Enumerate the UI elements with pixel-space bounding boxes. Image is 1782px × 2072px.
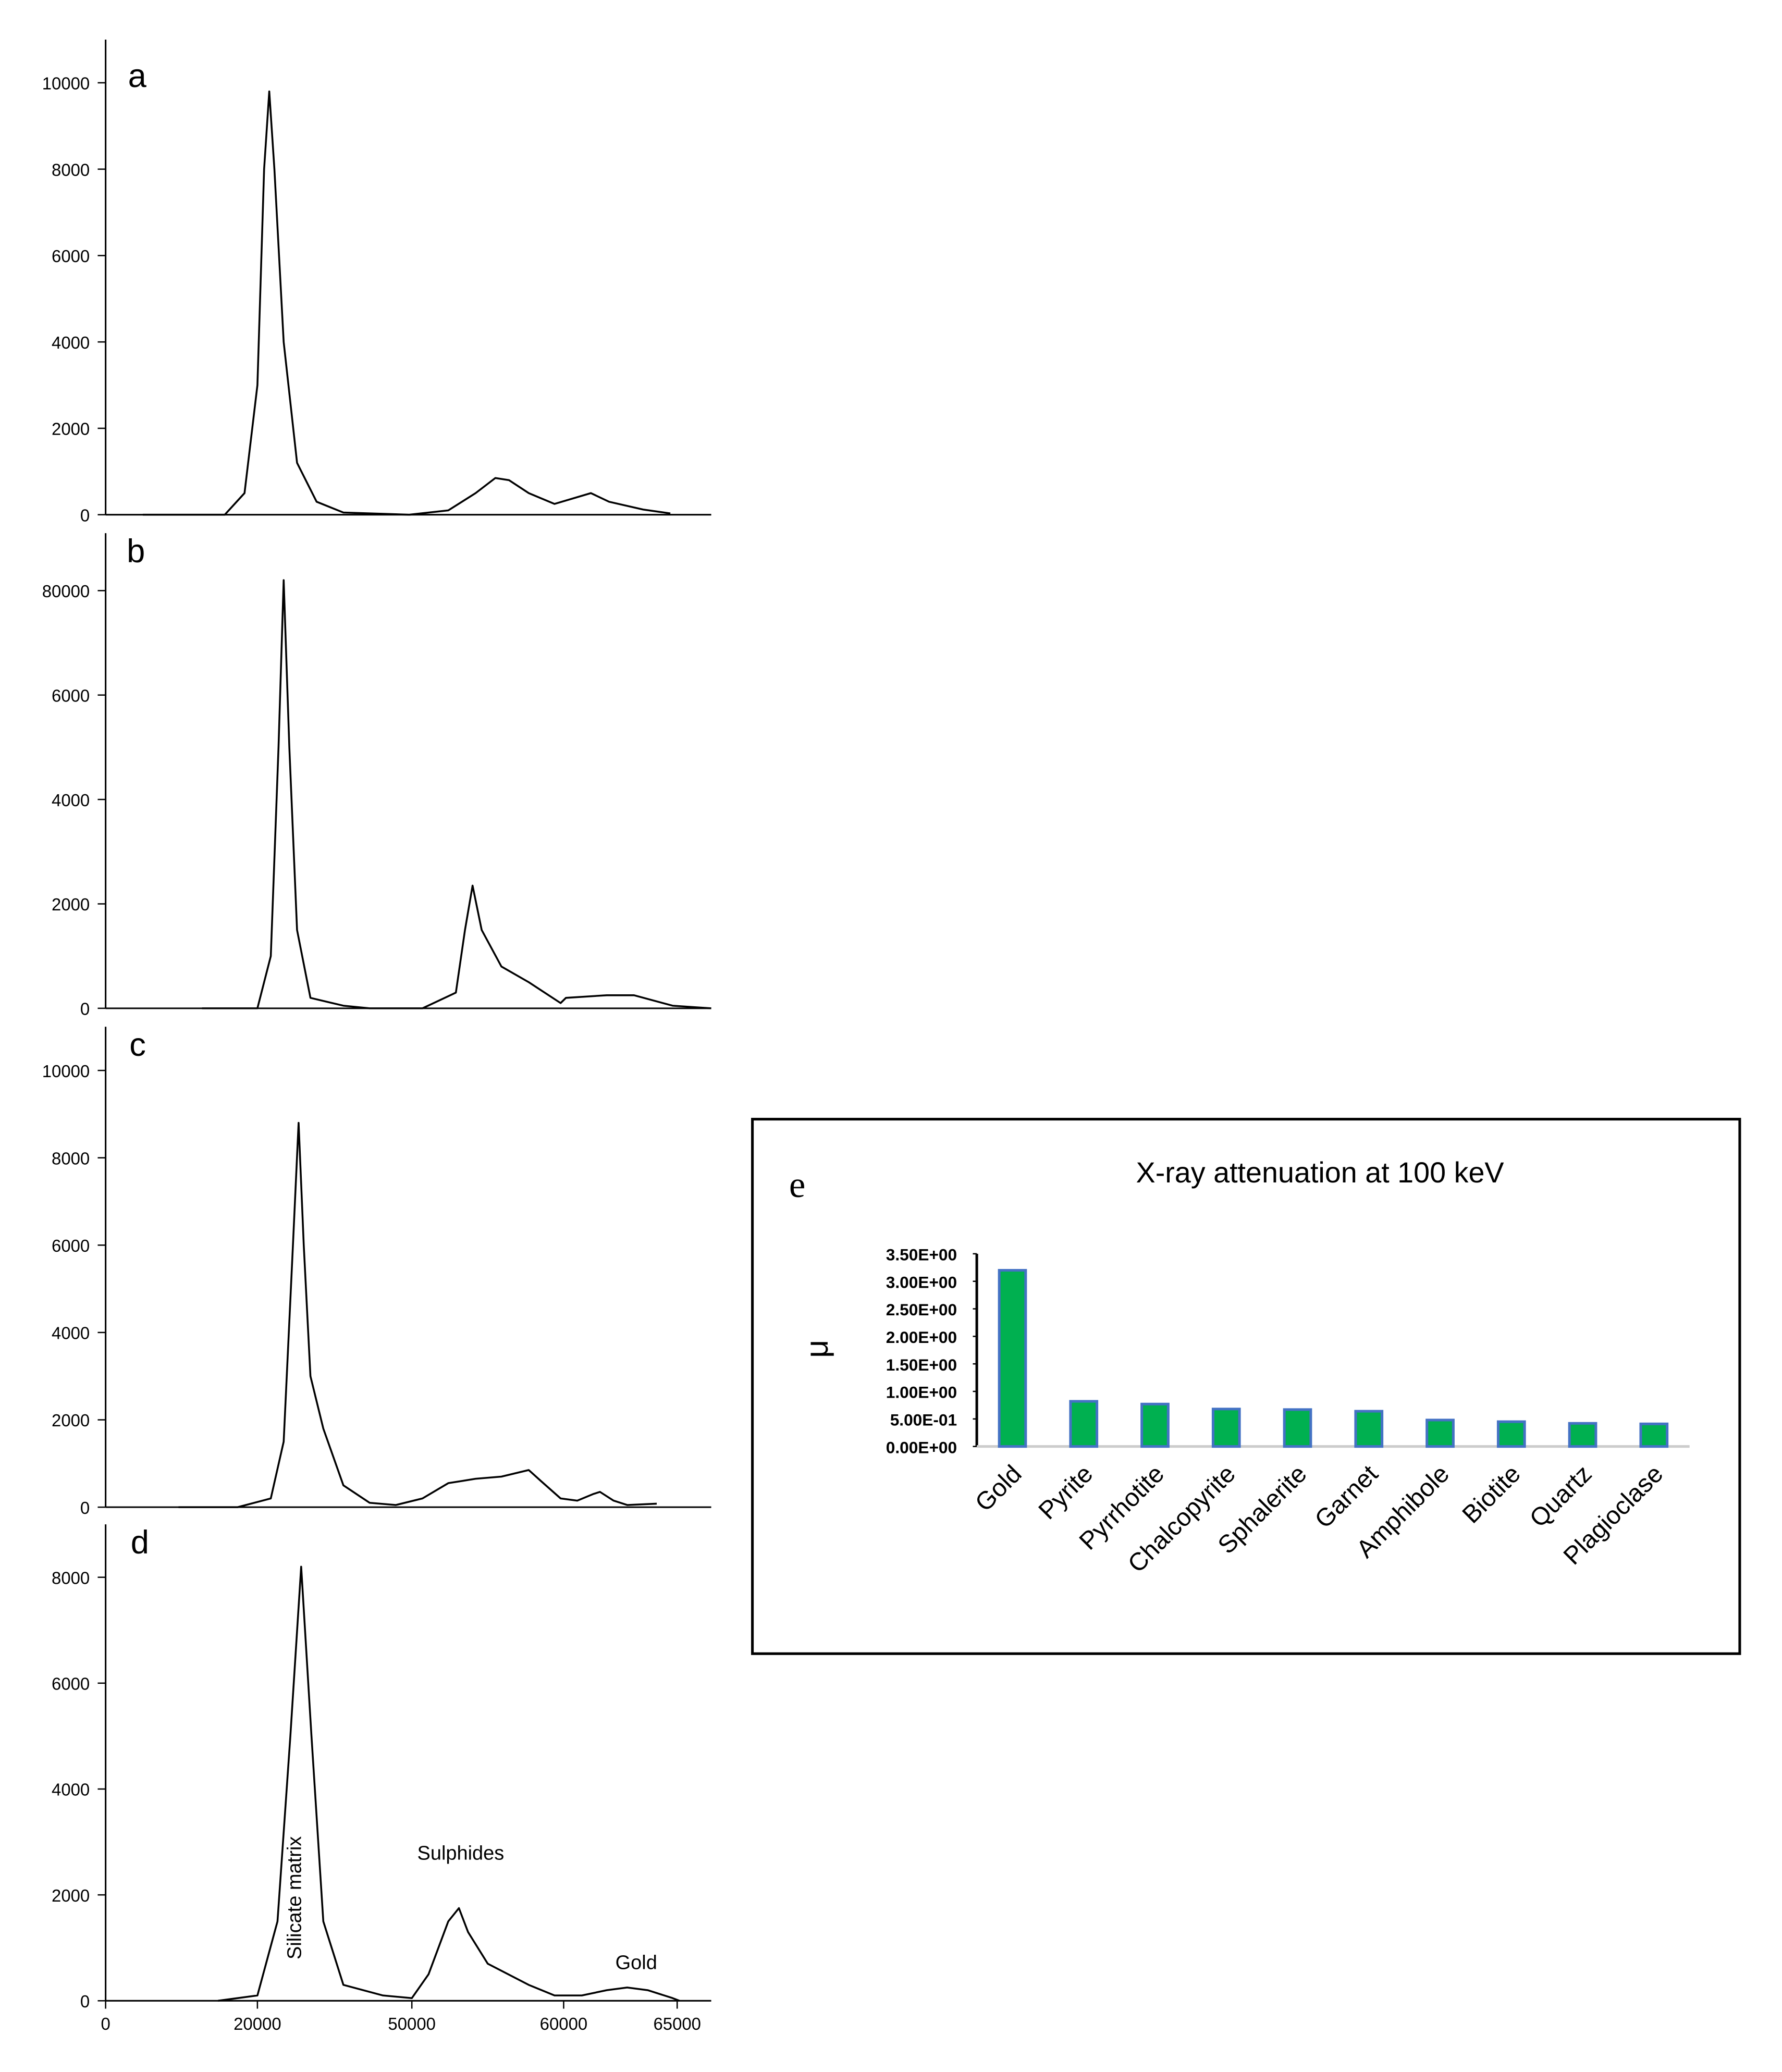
y-tick-label: 2000 — [52, 895, 90, 914]
panel-label: c — [129, 1027, 146, 1063]
y-axis-label: μ — [799, 1340, 834, 1358]
y-tick-label: 0 — [80, 505, 90, 525]
y-tick-label: 5.00E-01 — [890, 1410, 957, 1429]
y-tick-label: 2.00E+00 — [886, 1328, 957, 1347]
x-tick-label: Pyrite — [1033, 1460, 1098, 1525]
y-tick-label: 0 — [80, 1498, 90, 1518]
panel-frame — [751, 1118, 1741, 1655]
y-tick-label: 3.50E+00 — [886, 1245, 957, 1264]
line-series — [142, 90, 671, 516]
y-tick-label: 3.00E+00 — [886, 1273, 957, 1291]
y-tick-label: 4000 — [52, 333, 90, 352]
annotation: Gold — [616, 1952, 657, 1974]
panel-label: e — [789, 1165, 805, 1205]
bar — [1069, 1400, 1099, 1448]
x-tick-label: 0 — [101, 2014, 110, 2033]
bar — [1140, 1402, 1170, 1448]
y-tick-label: 0 — [80, 1000, 90, 1019]
y-tick-label: 1.00E+00 — [886, 1383, 957, 1402]
y-tick-label: 6000 — [52, 686, 90, 705]
x-tick-label: Gold — [969, 1460, 1027, 1517]
y-tick-label: 8000 — [52, 160, 90, 179]
y-tick-label: 10000 — [42, 74, 90, 93]
bar — [1639, 1422, 1669, 1448]
panel-label: d — [131, 1524, 149, 1561]
panel-label: b — [127, 533, 145, 570]
bar — [1211, 1408, 1241, 1448]
y-tick-label: 2000 — [52, 1886, 90, 1905]
y-tick-label: 2000 — [52, 1411, 90, 1430]
bar — [1496, 1420, 1526, 1448]
y-tick-label: 4000 — [52, 1324, 90, 1343]
y-tick-label: 8000 — [52, 1149, 90, 1168]
line-series — [178, 1121, 657, 1508]
y-tick-label: 2.50E+00 — [886, 1300, 957, 1319]
line-series — [202, 579, 711, 1009]
chart-title: X-ray attenuation at 100 keV — [1136, 1156, 1504, 1189]
x-tick-label: 20000 — [233, 2014, 281, 2033]
y-tick-label: 4000 — [52, 791, 90, 810]
x-tick-label: 50000 — [388, 2014, 436, 2033]
bar — [1283, 1408, 1312, 1448]
y-tick-label: 0 — [80, 1992, 90, 2011]
y-tick-label: 6000 — [52, 1236, 90, 1255]
y-tick-label: 80000 — [42, 582, 90, 601]
y-tick-label: 1.50E+00 — [886, 1355, 957, 1374]
x-tick-label: 60000 — [540, 2014, 588, 2033]
y-tick-label: 8000 — [52, 1568, 90, 1587]
panel-label: a — [128, 58, 147, 94]
bar — [1568, 1422, 1597, 1448]
y-tick-label: 6000 — [52, 1674, 90, 1693]
y-tick-label: 6000 — [52, 246, 90, 266]
y-tick-label: 10000 — [42, 1062, 90, 1081]
y-tick-label: 0.00E+00 — [886, 1438, 957, 1457]
bar — [1425, 1419, 1455, 1448]
bar — [1354, 1410, 1384, 1448]
y-tick-label: 2000 — [52, 420, 90, 439]
y-tick-label: 4000 — [52, 1780, 90, 1799]
bar — [998, 1269, 1027, 1448]
x-tick-label: Biotite — [1457, 1460, 1526, 1529]
line-series — [217, 1565, 680, 2002]
annotation: Silicate matrix — [284, 1836, 305, 1959]
x-tick-label: 65000 — [653, 2014, 701, 2033]
annotation: Sulphides — [417, 1842, 505, 1864]
